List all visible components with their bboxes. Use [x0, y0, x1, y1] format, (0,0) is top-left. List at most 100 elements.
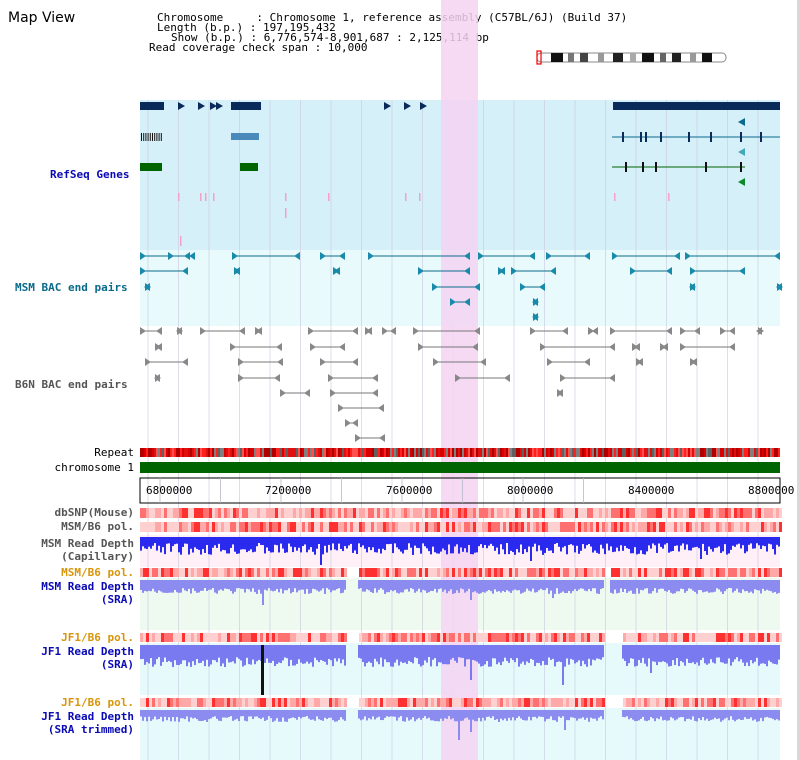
depth-bar: [772, 580, 774, 593]
depth-bar: [212, 645, 214, 660]
repeat-cell: [740, 448, 742, 457]
depth-bar: [338, 580, 340, 589]
jf1-depth-sra-label[interactable]: JF1 Read Depth: [41, 645, 134, 658]
repeat-cell: [262, 448, 264, 457]
depth-bar: [664, 580, 666, 591]
heat-cell: [194, 568, 197, 577]
heat-cell: [197, 698, 200, 707]
depth-bar: [396, 580, 398, 593]
depth-bar: [588, 645, 590, 659]
depth-bar: [564, 645, 566, 667]
depth-bar: [368, 580, 370, 591]
msm-depth-sra-label[interactable]: MSM Read Depth: [41, 580, 134, 593]
depth-bar: [562, 537, 564, 548]
jf1-depth-trim-sub: (SRA trimmed): [47, 723, 134, 736]
heat-cell: [638, 698, 641, 707]
heat-cell: [299, 633, 302, 642]
depth-bar: [512, 537, 514, 553]
depth-bar: [288, 710, 290, 719]
depth-bar: [208, 645, 210, 667]
depth-bar: [434, 645, 436, 659]
msm-bac-label[interactable]: MSM BAC end pairs: [15, 281, 128, 294]
dbsnp-label[interactable]: dbSNP(Mouse): [54, 506, 134, 519]
depth-bar: [148, 645, 150, 664]
heat-cell: [218, 698, 221, 707]
heat-cell: [311, 633, 314, 642]
depth-bar: [248, 580, 250, 590]
refseq-genes-track[interactable]: [140, 102, 780, 246]
depth-bar: [196, 710, 198, 720]
heat-cell: [437, 633, 440, 642]
depth-bar: [738, 645, 740, 662]
depth-bar: [720, 645, 722, 663]
depth-bar: [458, 580, 460, 593]
heat-cell: [542, 698, 545, 707]
heat-cell: [413, 633, 416, 642]
depth-bar: [542, 710, 544, 717]
depth-bar: [330, 710, 332, 718]
heat-cell: [149, 568, 152, 577]
repeat-cell: [252, 448, 254, 457]
msm-pol-label[interactable]: MSM/B6 pol.: [61, 520, 134, 533]
heat-cell: [545, 698, 548, 707]
depth-bar: [526, 645, 528, 662]
depth-bar: [220, 580, 222, 590]
refseq-genes-label[interactable]: RefSeq Genes: [50, 168, 130, 181]
repeat-cell: [570, 448, 572, 457]
bac-end: [539, 283, 545, 291]
repeat-cell: [672, 448, 674, 457]
depth-bar: [386, 537, 388, 545]
bac-end: [182, 267, 188, 275]
heat-cell: [206, 522, 209, 532]
depth-bar: [426, 710, 428, 719]
heat-cell: [599, 698, 602, 707]
msm-bac-track[interactable]: [140, 252, 783, 321]
heat-cell: [380, 698, 383, 707]
jf1-pol-trim-label[interactable]: JF1/B6 pol.: [61, 696, 134, 709]
chromosome-ideogram[interactable]: [536, 50, 727, 65]
heat-cell: [215, 698, 218, 707]
msm-pol-sra-label[interactable]: MSM/B6 pol.: [61, 566, 134, 579]
heat-cell: [458, 508, 461, 518]
heat-cell: [548, 568, 551, 577]
b6n-bac-label[interactable]: B6N BAC end pairs: [15, 378, 128, 391]
depth-bar: [220, 710, 222, 722]
heat-cell: [146, 522, 149, 532]
repeat-cell: [470, 448, 472, 457]
heat-cell: [680, 698, 683, 707]
depth-bar: [206, 580, 208, 592]
heat-cell: [386, 508, 389, 518]
depth-bar: [654, 537, 656, 546]
heat-cell: [410, 633, 413, 642]
heat-cell: [467, 633, 470, 642]
depth-bar: [150, 537, 152, 549]
depth-bar: [692, 580, 694, 591]
depth-bar: [476, 710, 478, 722]
depth-bar: [232, 710, 234, 721]
depth-bar: [340, 537, 342, 549]
depth-bar: [334, 580, 336, 591]
depth-bar: [556, 645, 558, 663]
depth-bar: [260, 580, 262, 594]
depth-bar: [314, 580, 316, 590]
depth-bar: [362, 645, 364, 662]
depth-bar: [312, 537, 314, 552]
jf1-depth-trim-label[interactable]: JF1 Read Depth: [41, 710, 134, 723]
heat-cell: [344, 698, 347, 707]
repeat-cell: [708, 448, 710, 457]
repeat-cell: [364, 448, 366, 457]
depth-bar: [562, 645, 564, 685]
heat-cell: [305, 633, 308, 642]
jf1-pol-label[interactable]: JF1/B6 pol.: [61, 631, 134, 644]
depth-bar: [268, 710, 270, 717]
depth-bar: [214, 580, 216, 593]
bac-end: [355, 434, 361, 442]
b6n-bac-track[interactable]: [140, 327, 764, 442]
msm-depth-capillary-label[interactable]: MSM Read Depth: [41, 537, 134, 550]
heat-cell: [263, 568, 266, 577]
depth-bar: [172, 537, 174, 547]
heat-cell: [635, 633, 638, 642]
heat-cell: [317, 522, 320, 532]
gene-exon: [145, 133, 147, 141]
